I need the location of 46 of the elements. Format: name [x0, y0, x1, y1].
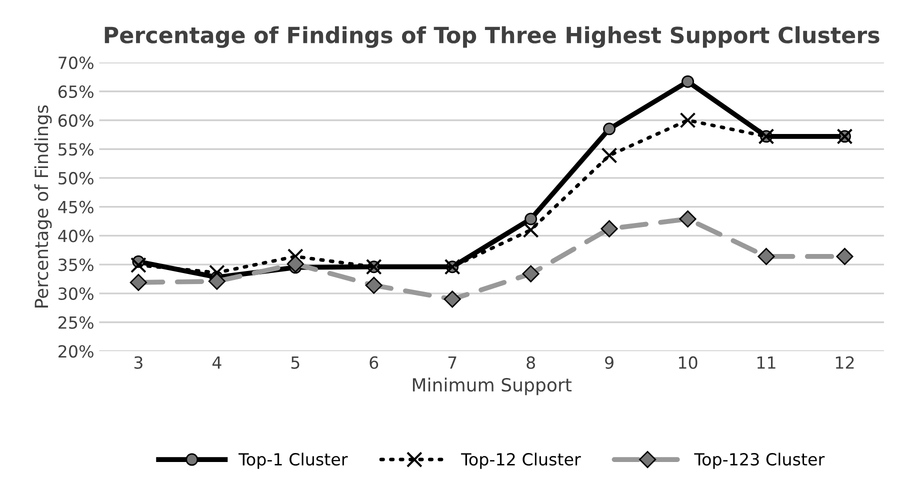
point	[679, 210, 696, 228]
y-tick-label: 50%	[58, 172, 94, 185]
point	[365, 276, 382, 294]
legend-label: Top-123 Cluster	[694, 452, 825, 469]
y-tick-label: 60%	[58, 114, 94, 127]
x-tick-label: 4	[212, 356, 222, 369]
point	[130, 257, 146, 274]
y-tick-label: 25%	[58, 316, 94, 329]
point	[208, 264, 225, 281]
x-tick-label: 3	[134, 356, 142, 369]
y-tick-label: 65%	[58, 85, 94, 98]
legend-label: Top-12 Cluster	[461, 452, 581, 469]
point	[522, 265, 540, 282]
y-tick-label: 70%	[58, 56, 94, 70]
point	[130, 274, 148, 291]
point	[601, 147, 618, 164]
y-tick-label: 35%	[58, 258, 94, 272]
point	[208, 272, 226, 290]
x-tick-label: 5	[291, 356, 300, 369]
legend-label: Top-1 Cluster	[238, 452, 348, 469]
point	[758, 248, 775, 266]
point	[836, 248, 854, 266]
y-tick-label: 30%	[58, 287, 94, 300]
point	[600, 220, 618, 238]
point	[444, 290, 461, 308]
point	[603, 122, 616, 136]
point	[522, 222, 539, 238]
x-tick-label: 7	[448, 356, 456, 369]
x-tick-label: 10	[679, 356, 698, 369]
chart-title: Percentage of Findings of Top Three Highest Support Clusters	[104, 26, 880, 48]
x-axis-title: Minimum Support	[412, 378, 572, 396]
y-tick-label: 55%	[58, 143, 94, 156]
x-tick-label: 9	[605, 356, 614, 369]
point	[680, 112, 696, 128]
point	[287, 248, 304, 264]
point	[286, 255, 304, 273]
y-axis-title: Percentage of Findings	[34, 105, 52, 308]
point	[682, 75, 694, 88]
y-tick-label: 45%	[58, 200, 94, 214]
x-tick-label: 8	[526, 356, 535, 369]
point	[524, 212, 538, 226]
x-tick-label: 6	[370, 356, 378, 369]
y-tick-label: 20%	[58, 345, 94, 358]
x-tick-label: 11	[757, 356, 776, 369]
x-tick-label: 12	[836, 356, 854, 369]
y-tick-label: 40%	[58, 230, 94, 242]
